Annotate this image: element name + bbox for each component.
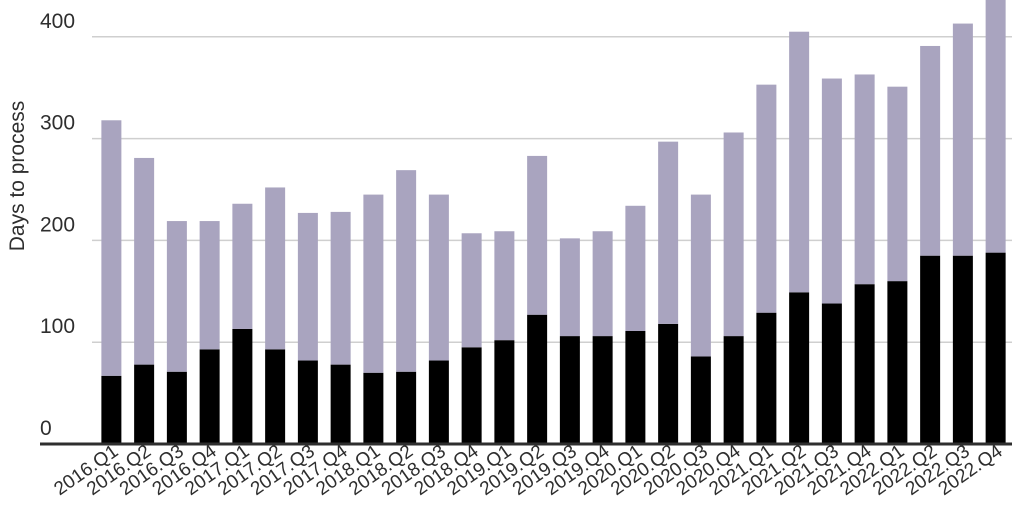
bar-segment bbox=[494, 231, 515, 341]
bar-segment bbox=[920, 255, 941, 444]
bar-segment bbox=[756, 84, 777, 313]
y-axis-label: Days to process bbox=[6, 101, 29, 252]
bar-segment bbox=[952, 255, 973, 444]
bar-segment bbox=[527, 314, 548, 444]
bar-segment bbox=[592, 336, 613, 444]
y-tick-label: 100 bbox=[40, 315, 75, 338]
bar-segment bbox=[166, 371, 187, 444]
bar-segment bbox=[789, 31, 810, 293]
bar-segment bbox=[166, 221, 187, 372]
y-tick-label: 0 bbox=[40, 417, 52, 440]
bars bbox=[101, 0, 1006, 444]
bar-segment bbox=[723, 336, 744, 444]
bar-segment bbox=[625, 205, 646, 331]
bar-segment bbox=[985, 252, 1006, 444]
bar-segment bbox=[559, 336, 580, 444]
bar-segment bbox=[232, 328, 253, 444]
bar-segment bbox=[428, 194, 449, 361]
bar-segment bbox=[330, 364, 351, 444]
bar-segment bbox=[592, 231, 613, 337]
bar-segment bbox=[690, 356, 711, 444]
bar-segment bbox=[101, 120, 122, 376]
bar-segment bbox=[723, 132, 744, 337]
bar-segment bbox=[297, 360, 318, 444]
bar-segment bbox=[690, 194, 711, 357]
bar-segment bbox=[101, 375, 122, 444]
bar-segment bbox=[265, 349, 286, 444]
y-tick-labels: 0 100 200 300 400 bbox=[40, 10, 75, 440]
y-tick-label: 400 bbox=[40, 10, 75, 33]
bar-segment bbox=[527, 155, 548, 315]
bar-segment bbox=[265, 187, 286, 350]
bar-segment bbox=[887, 281, 908, 444]
bar-segment bbox=[461, 347, 482, 444]
bar-segment bbox=[134, 364, 155, 444]
bar-segment bbox=[854, 284, 875, 444]
bar-segment bbox=[396, 371, 417, 444]
bar-segment bbox=[559, 238, 580, 337]
bar-segment bbox=[396, 170, 417, 372]
bar-segment bbox=[363, 194, 384, 373]
bar-segment bbox=[461, 233, 482, 348]
bar-segment bbox=[232, 203, 253, 329]
bar-segment bbox=[199, 349, 220, 444]
bar-segment bbox=[428, 360, 449, 444]
bar-segment bbox=[854, 74, 875, 285]
bar-segment bbox=[658, 141, 679, 324]
bar-segment bbox=[920, 45, 941, 256]
bar-segment bbox=[756, 312, 777, 444]
bar-segment bbox=[363, 372, 384, 444]
bar-segment bbox=[821, 303, 842, 444]
x-tick-labels: 2016.Q12016.Q22016.Q32016.Q42017.Q12017.… bbox=[50, 441, 1006, 500]
y-tick-label: 200 bbox=[40, 213, 75, 236]
bar-segment bbox=[658, 323, 679, 444]
bar-segment bbox=[952, 23, 973, 256]
bar-segment bbox=[199, 221, 220, 350]
bar-segment bbox=[625, 331, 646, 444]
bar-segment bbox=[887, 86, 908, 282]
bar-segment bbox=[821, 78, 842, 304]
bar-segment bbox=[985, 0, 1006, 253]
bar-segment bbox=[789, 292, 810, 444]
bar-segment bbox=[297, 212, 318, 361]
bar-segment bbox=[330, 211, 351, 365]
bar-segment bbox=[134, 157, 155, 365]
bar-segment bbox=[494, 340, 515, 444]
y-tick-label: 300 bbox=[40, 112, 75, 135]
